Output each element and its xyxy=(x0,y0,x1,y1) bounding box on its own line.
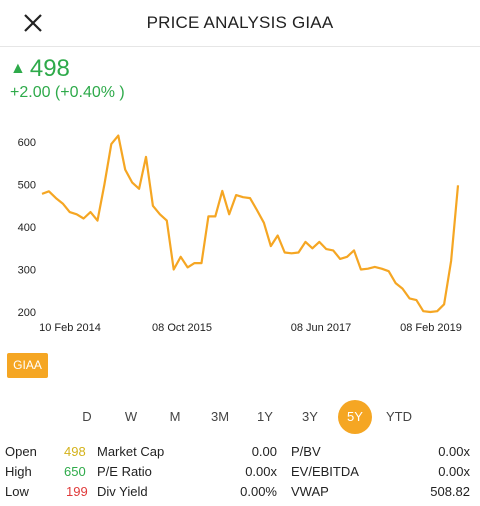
ev-ebitda-value: 0.00x xyxy=(438,464,470,479)
x-tick-label: 10 Feb 2014 xyxy=(39,322,101,334)
y-tick-label: 300 xyxy=(18,265,36,277)
low-label: Low xyxy=(5,484,29,499)
ticker-badge[interactable]: GIAA xyxy=(7,353,48,378)
market-cap-label: Market Cap xyxy=(97,444,165,459)
div-yield-label: Div Yield xyxy=(97,484,148,499)
period-5y[interactable]: 5Y xyxy=(338,400,372,434)
period-d[interactable]: D xyxy=(82,409,92,424)
period-1y[interactable]: 1Y xyxy=(257,409,273,424)
y-tick-label: 600 xyxy=(18,137,36,149)
y-tick-label: 200 xyxy=(18,307,36,319)
period-m[interactable]: M xyxy=(169,409,181,424)
quote-price: ▲ 498 xyxy=(10,55,70,83)
x-tick-label: 08 Jun 2017 xyxy=(291,322,352,334)
x-tick-label: 08 Oct 2015 xyxy=(152,322,212,334)
x-tick-label: 08 Feb 2019 xyxy=(400,322,462,334)
price-value: 498 xyxy=(29,55,70,82)
close-icon[interactable] xyxy=(22,12,44,34)
period-ytd[interactable]: YTD xyxy=(386,409,412,424)
pbv-label: P/BV xyxy=(291,444,321,459)
price-series-line xyxy=(41,134,460,314)
high-value: 650 xyxy=(64,464,86,479)
period-3m[interactable]: 3M xyxy=(210,409,230,424)
y-tick-label: 500 xyxy=(18,180,36,192)
pe-ratio-label: P/E Ratio xyxy=(97,464,152,479)
div-yield-value: 0.00% xyxy=(240,484,277,499)
high-label: High xyxy=(5,464,32,479)
y-tick-label: 400 xyxy=(18,222,36,234)
header-bar: PRICE ANALYSIS GIAA xyxy=(0,0,480,47)
period-selector: D W M 3M 1Y 3Y 5Y YTD xyxy=(0,400,480,434)
page-title: PRICE ANALYSIS GIAA xyxy=(146,13,334,32)
low-value: 199 xyxy=(66,484,88,499)
ev-ebitda-label: EV/EBITDA xyxy=(291,464,359,479)
market-cap-value: 0.00 xyxy=(251,444,277,459)
pe-ratio-value: 0.00x xyxy=(245,464,277,479)
vwap-value: 508.82 xyxy=(430,484,470,499)
vwap-label: VWAP xyxy=(291,484,329,499)
price-change: +2.00 (+0.40% ) xyxy=(10,84,125,101)
open-label: Open xyxy=(5,444,37,459)
open-value: 498 xyxy=(64,444,86,459)
price-chart: 600 500 400 300 200 10 Feb 2014 08 Oct 2015 08… xyxy=(18,134,462,334)
period-3y[interactable]: 3Y xyxy=(302,409,318,424)
period-w[interactable]: W xyxy=(124,409,138,424)
up-arrow-icon: ▲ xyxy=(10,60,26,77)
pbv-value: 0.00x xyxy=(438,444,470,459)
